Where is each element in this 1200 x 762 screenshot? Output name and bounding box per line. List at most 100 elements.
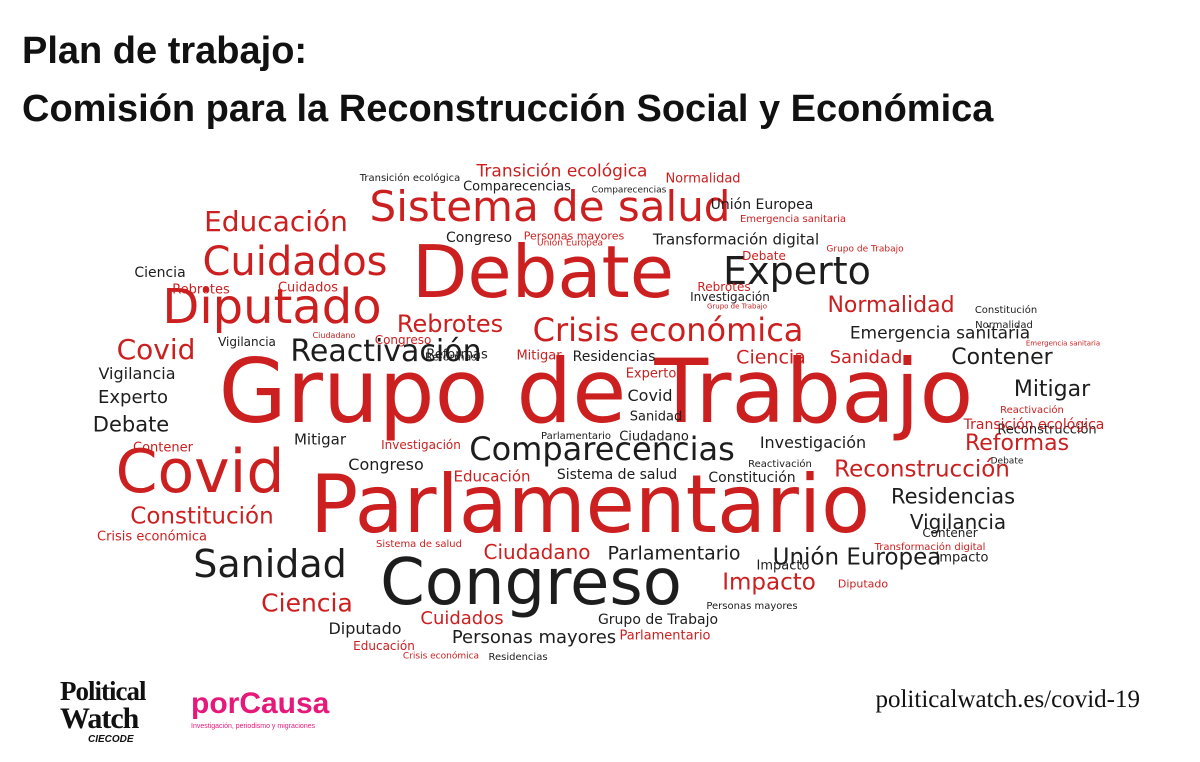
cloud-word-contener: Contener [133,440,193,456]
cloud-word-personas-mayores: Personas mayores [706,601,798,612]
cloud-word-comparecencias: Comparecencias [469,430,735,468]
cloud-word-covid: Covid [116,333,196,366]
cloud-word-vigilancia: Vigilancia [218,335,276,349]
political-watch-logo: Political Watch CIECODE [60,676,180,746]
cloud-word-rebrotes: Rebrotes [697,280,751,294]
cloud-word-reconstruccion: Reconstrucción [834,456,1010,483]
cloud-word-sistema-de-salud: Sistema de salud [369,182,731,231]
cloud-word-covid: Covid [115,437,285,507]
cloud-word-mitigar: Mitigar [1013,377,1091,402]
porcausa-name: porCausa [191,687,330,720]
cloud-word-experto: Experto [98,387,168,408]
cloud-word-impacto: Impacto [722,569,816,596]
cloud-word-debate: Debate [742,249,786,263]
cloud-word-ciencia: Ciencia [736,346,806,369]
cloud-word-emergencia-sanitaria: Emergencia sanitaria [1025,339,1101,348]
cloud-word-diputado: Diputado [837,577,889,591]
cloud-word-reactivacion: Reactivación [290,334,482,369]
cloud-word-reactivacion: Reactivación [748,459,812,470]
cloud-word-congreso: Congreso [348,455,424,474]
cloud-word-normalidad: Normalidad [665,171,741,187]
cloud-word-comparecencias: Comparecencias [463,179,571,195]
cloud-word-impacto: Impacto [756,558,810,574]
logo-watch-text: Watch [60,701,139,735]
cloud-word-rebrotes: Rebrotes [396,310,504,338]
cloud-word-residencias: Residencias [488,652,548,663]
cloud-word-sanidad: Sanidad [193,542,347,586]
cloud-word-crisis-economica: Crisis económica [96,529,208,545]
title-line-1: Plan de trabajo: [22,30,308,72]
porcausa-logo: porCausa Investigación, periodismo y mig… [191,687,330,731]
cloud-word-contener: Contener [922,526,978,540]
cloud-word-ciudadano: Ciudadano [619,429,689,445]
cloud-word-diputado: Diputado [162,279,382,335]
cloud-word-constitucion: Constitución [130,503,274,530]
cloud-word-debate: Debate [92,412,170,437]
cloud-word-grupo-de-trabajo: Grupo de Trabajo [826,244,904,255]
cloud-word-rebrotes: Rebrotes [172,282,230,298]
cloud-word-diputado: Diputado [328,619,402,638]
cloud-word-constitucion: Constitución [974,305,1038,316]
cloud-word-normalidad: Normalidad [975,320,1033,331]
cloud-word-parlamentario: Parlamentario [540,431,612,442]
logo-ciecode-text: CIECODE [88,734,134,746]
cloud-word-experto: Experto [723,249,871,293]
cloud-word-cuidados: Cuidados [420,608,504,629]
cloud-word-educacion: Educación [453,467,531,486]
cloud-word-contener: Contener [951,345,1053,370]
cloud-word-educacion: Educación [204,205,348,238]
cloud-word-cuidados: Cuidados [202,239,388,285]
cloud-word-residencias: Residencias [890,484,1016,509]
logo-political-text: Political [60,676,146,706]
cloud-word-ciudadano: Ciudadano [483,540,591,564]
cloud-word-reformas: Reformas [424,350,478,364]
cloud-word-sanidad: Sanidad [629,409,683,425]
cloud-word-grupo-de-trabajo: Grupo de Trabajo [706,302,768,311]
cloud-word-crisis-economica: Crisis económica [402,651,480,662]
cloud-word-transicion-ecologica: Transición ecológica [476,161,648,182]
porcausa-tagline: Investigación, periodismo y migraciones [191,723,316,730]
cloud-word-covid: Covid [627,386,673,405]
cloud-word-crisis-economica: Crisis económica [532,311,804,349]
cloud-word-vigilancia: Vigilancia [909,510,1007,534]
cloud-word-ciudadano: Ciudadano [312,331,356,340]
cloud-word-reformas: Reformas [426,347,488,363]
cloud-word-union-europea: Unión Europea [536,238,604,249]
cloud-word-investigacion: Investigación [690,290,770,304]
cloud-word-sanidad: Sanidad [829,347,903,368]
title-line-2: Comisión para la Reconstrucción Social y… [22,88,994,130]
cloud-word-debate: Debate [411,230,675,314]
cloud-word-ciencia: Ciencia [134,265,186,281]
cloud-word-vigilancia: Vigilancia [98,364,176,383]
cloud-word-congreso: Congreso [380,546,682,620]
cloud-word-transicion-ecologica: Transición ecológica [963,417,1105,433]
cloud-word-parlamentario: Parlamentario [607,542,741,565]
cloud-word-personas-mayores: Personas mayores [451,627,617,648]
cloud-word-residencias: Residencias [572,349,656,365]
cloud-word-sistema-de-salud: Sistema de salud [556,467,678,483]
cloud-word-debate: Debate [990,456,1024,467]
cloud-word-normalidad: Normalidad [827,293,955,318]
cloud-word-reformas: Reformas [964,431,1070,456]
cloud-word-impacto: Impacto [935,550,989,566]
cloud-word-personas-mayores: Personas mayores [523,229,625,243]
cloud-word-parlamentario: Parlamentario [619,628,711,644]
cloud-word-sistema-de-salud: Sistema de salud [376,539,462,550]
cloud-word-union-europea: Unión Europea [710,197,814,213]
cloud-word-ciencia: Ciencia [261,588,353,618]
cloud-word-transicion-ecologica: Transición ecológica [359,173,461,184]
cloud-word-transformacion-digital: Transformación digital [652,230,820,249]
cloud-word-transformacion-digital: Transformación digital [874,542,986,553]
cloud-word-educacion: Educación [353,639,415,653]
cloud-word-investigacion: Investigación [381,438,461,452]
cloud-word-emergencia-sanitaria: Emergencia sanitaria [849,323,1031,344]
cloud-word-emergencia-sanitaria: Emergencia sanitaria [739,214,847,225]
cloud-word-grupo-de-trabajo: Grupo de Trabajo [597,612,719,628]
cloud-word-comparecencias: Comparecencias [591,185,667,196]
cloud-word-investigacion: Investigación [759,433,867,452]
cloud-word-union-europea: Unión Europea [772,544,942,571]
cloud-word-parlamentario: Parlamentario [309,458,871,551]
cloud-word-congreso: Congreso [374,333,432,347]
cloud-word-reconstruccion: Reconstrucción [997,422,1097,438]
